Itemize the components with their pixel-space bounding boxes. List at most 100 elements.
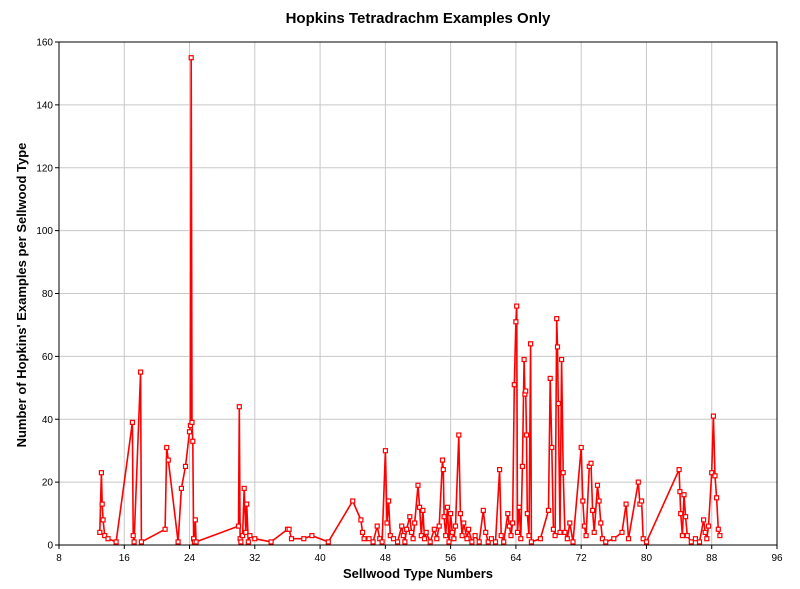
axis-ticks: 8 16 24 32 40 48 56 64 72 80 88 96 0 20 40 60 80 100 120 14… [36,38,783,565]
data-point [97,529,103,536]
data-point [705,523,712,529]
data-point [386,498,392,504]
data-point [420,507,426,513]
data-point [162,526,168,532]
data-point [545,507,552,513]
data-point [247,532,253,539]
y-axis-title: Number of Hopkins' Examples per Sellwood… [14,143,29,448]
data-point [444,504,450,510]
data-point [252,536,258,542]
data-point [402,539,408,545]
data-point [589,507,596,513]
data-point [410,536,416,542]
data-point [417,504,423,510]
data-point [131,539,137,545]
data-point [547,375,553,381]
data-point [399,523,405,529]
data-point [466,526,472,532]
plot-area-frame [58,41,778,546]
y-tick-label: 20 [42,478,54,489]
data-point [113,539,119,545]
data-point [245,539,251,545]
data-point [423,529,429,536]
data-point [178,485,184,491]
data-point [554,344,561,350]
data-point [643,539,650,545]
data-point [412,520,418,526]
data-point [555,400,561,407]
data-point [702,529,708,536]
data-point [596,498,602,504]
data-point [286,526,292,532]
data-point [448,511,454,517]
data-point [441,514,447,520]
data-point [514,529,521,536]
data-point [598,520,604,526]
data-point [581,523,588,529]
data-point [516,504,522,510]
data-point [459,532,465,539]
data-point [452,523,459,529]
data-point [623,501,629,507]
data-point [580,498,586,504]
data-point [193,539,199,545]
data-point [472,532,478,539]
data-point [679,532,686,539]
data-point [186,429,193,435]
data-point [100,517,106,523]
data-point [583,532,589,539]
y-tick-label: 40 [42,415,54,426]
data-point [625,536,632,542]
data-point [404,526,410,532]
data-point [309,532,315,539]
y-tick-label: 100 [36,226,53,237]
data-point [415,482,421,488]
data-point [431,526,437,532]
data-point [451,536,457,542]
data-point [611,536,617,542]
data-point [681,492,687,498]
data-point [554,316,560,322]
data-point [188,55,194,61]
y-tick-label: 80 [42,289,54,300]
data-point [387,532,393,539]
data-point [710,413,717,419]
data-point [102,532,108,539]
data-point [421,536,428,542]
data-point [464,536,470,542]
data-point [358,517,364,523]
data-point [457,511,463,517]
data-point [564,536,570,542]
data-point [676,467,682,473]
data-point [709,470,715,476]
data-point [715,526,721,532]
y-tick-label: 120 [36,163,53,174]
data-point [524,511,530,517]
data-point [456,432,462,438]
data-point [236,404,242,410]
data-point [461,520,467,526]
data-point [449,529,455,536]
data-point [469,539,475,545]
data-point [99,501,105,507]
data-point [407,514,413,520]
data-point [164,444,170,451]
data-point [523,432,530,438]
data-point [521,356,527,363]
x-tick-label: 8 [56,553,62,564]
x-tick-label: 88 [706,553,718,564]
data-point [384,520,390,526]
data-point [238,539,244,545]
data-point [175,539,181,545]
data-point [526,532,532,539]
data-point [476,539,482,545]
x-tick-label: 16 [119,553,131,564]
data-point [165,457,171,463]
data-point [483,529,489,536]
data-point [130,532,136,539]
data-point [501,539,507,545]
data-point [301,536,307,542]
data-point [570,539,576,545]
data-point [443,532,449,539]
